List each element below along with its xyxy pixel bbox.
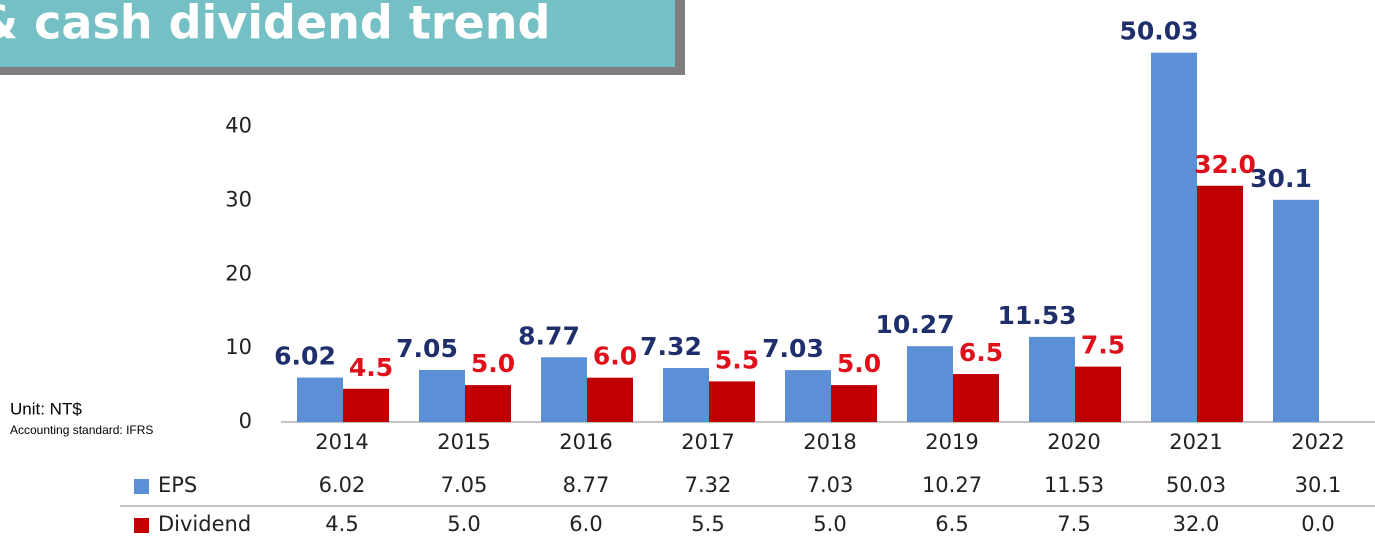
table-cell: 11.53 [1044, 473, 1104, 497]
bar [419, 369, 465, 422]
table-cell: 30.1 [1295, 473, 1342, 497]
x-tick-label: 2020 [1047, 430, 1100, 454]
bar [465, 385, 511, 422]
table-cell: 5.0 [813, 512, 846, 536]
table-cell: 4.5 [325, 512, 358, 536]
bar [831, 385, 877, 422]
x-tick-label: 2016 [559, 430, 612, 454]
table-cell: 5.5 [691, 512, 724, 536]
table-cell: 7.03 [807, 473, 854, 497]
chart-title: & cash dividend trend [0, 0, 550, 50]
data-label: 30.1 [1250, 164, 1312, 193]
x-tick-label: 2019 [925, 430, 978, 454]
y-tick-label: 10 [225, 335, 252, 359]
table-cell: 8.77 [563, 473, 610, 497]
data-label: 8.77 [518, 321, 580, 350]
bar [297, 377, 343, 422]
x-tick-label: 2015 [437, 430, 490, 454]
data-label: 5.0 [471, 349, 515, 378]
table-cell: 6.02 [319, 473, 366, 497]
table-cell: 7.5 [1057, 512, 1090, 536]
table-cell: 5.0 [447, 512, 480, 536]
legend-label: EPS [158, 473, 197, 497]
bar [1197, 185, 1243, 422]
legend-swatch [134, 479, 149, 494]
bar [663, 367, 709, 422]
standard-note: Accounting standard: IFRS [10, 423, 153, 437]
y-tick-label: 20 [225, 261, 252, 285]
legend-label: Dividend [158, 512, 251, 536]
y-tick-label: 40 [225, 114, 252, 138]
bar [785, 370, 831, 422]
bar [709, 381, 755, 422]
bar [1029, 336, 1075, 422]
table-cell: 10.27 [922, 473, 982, 497]
data-label: 6.5 [959, 338, 1003, 367]
data-label: 5.0 [837, 349, 881, 378]
data-label: 7.32 [640, 332, 702, 361]
x-tick-label: 2021 [1169, 430, 1222, 454]
bar [1075, 366, 1121, 422]
table-cell: 6.5 [935, 512, 968, 536]
x-tick-label: 2014 [315, 430, 368, 454]
table-cell: 7.05 [441, 473, 488, 497]
data-label: 6.02 [274, 342, 336, 371]
x-tick-label: 2022 [1291, 430, 1344, 454]
table-cell: 6.0 [569, 512, 602, 536]
data-label: 50.03 [1119, 17, 1198, 46]
bar [587, 377, 633, 422]
data-label: 11.53 [997, 301, 1076, 330]
table-cell: 0.0 [1301, 512, 1334, 536]
bar [907, 346, 953, 422]
bar [1151, 52, 1197, 423]
bar [1273, 199, 1319, 422]
data-label: 7.03 [762, 334, 824, 363]
bar [343, 388, 389, 422]
y-tick-label: 0 [239, 409, 252, 433]
table-cell: 7.32 [685, 473, 732, 497]
x-tick-label: 2018 [803, 430, 856, 454]
data-label: 4.5 [349, 353, 393, 382]
unit-note: Unit: NT$ [10, 399, 82, 418]
legend-swatch [134, 518, 149, 533]
data-label: 32.0 [1194, 150, 1256, 179]
bar [541, 357, 587, 422]
y-tick-label: 30 [225, 188, 252, 212]
data-label: 10.27 [875, 310, 954, 339]
table-cell: 32.0 [1173, 512, 1220, 536]
data-label: 7.05 [396, 334, 458, 363]
x-tick-label: 2017 [681, 430, 734, 454]
data-label: 5.5 [715, 345, 759, 374]
title-box [0, 0, 675, 67]
table-cell: 50.03 [1166, 473, 1226, 497]
data-label: 7.5 [1081, 331, 1125, 360]
bar [953, 374, 999, 422]
data-label: 6.0 [593, 342, 637, 371]
